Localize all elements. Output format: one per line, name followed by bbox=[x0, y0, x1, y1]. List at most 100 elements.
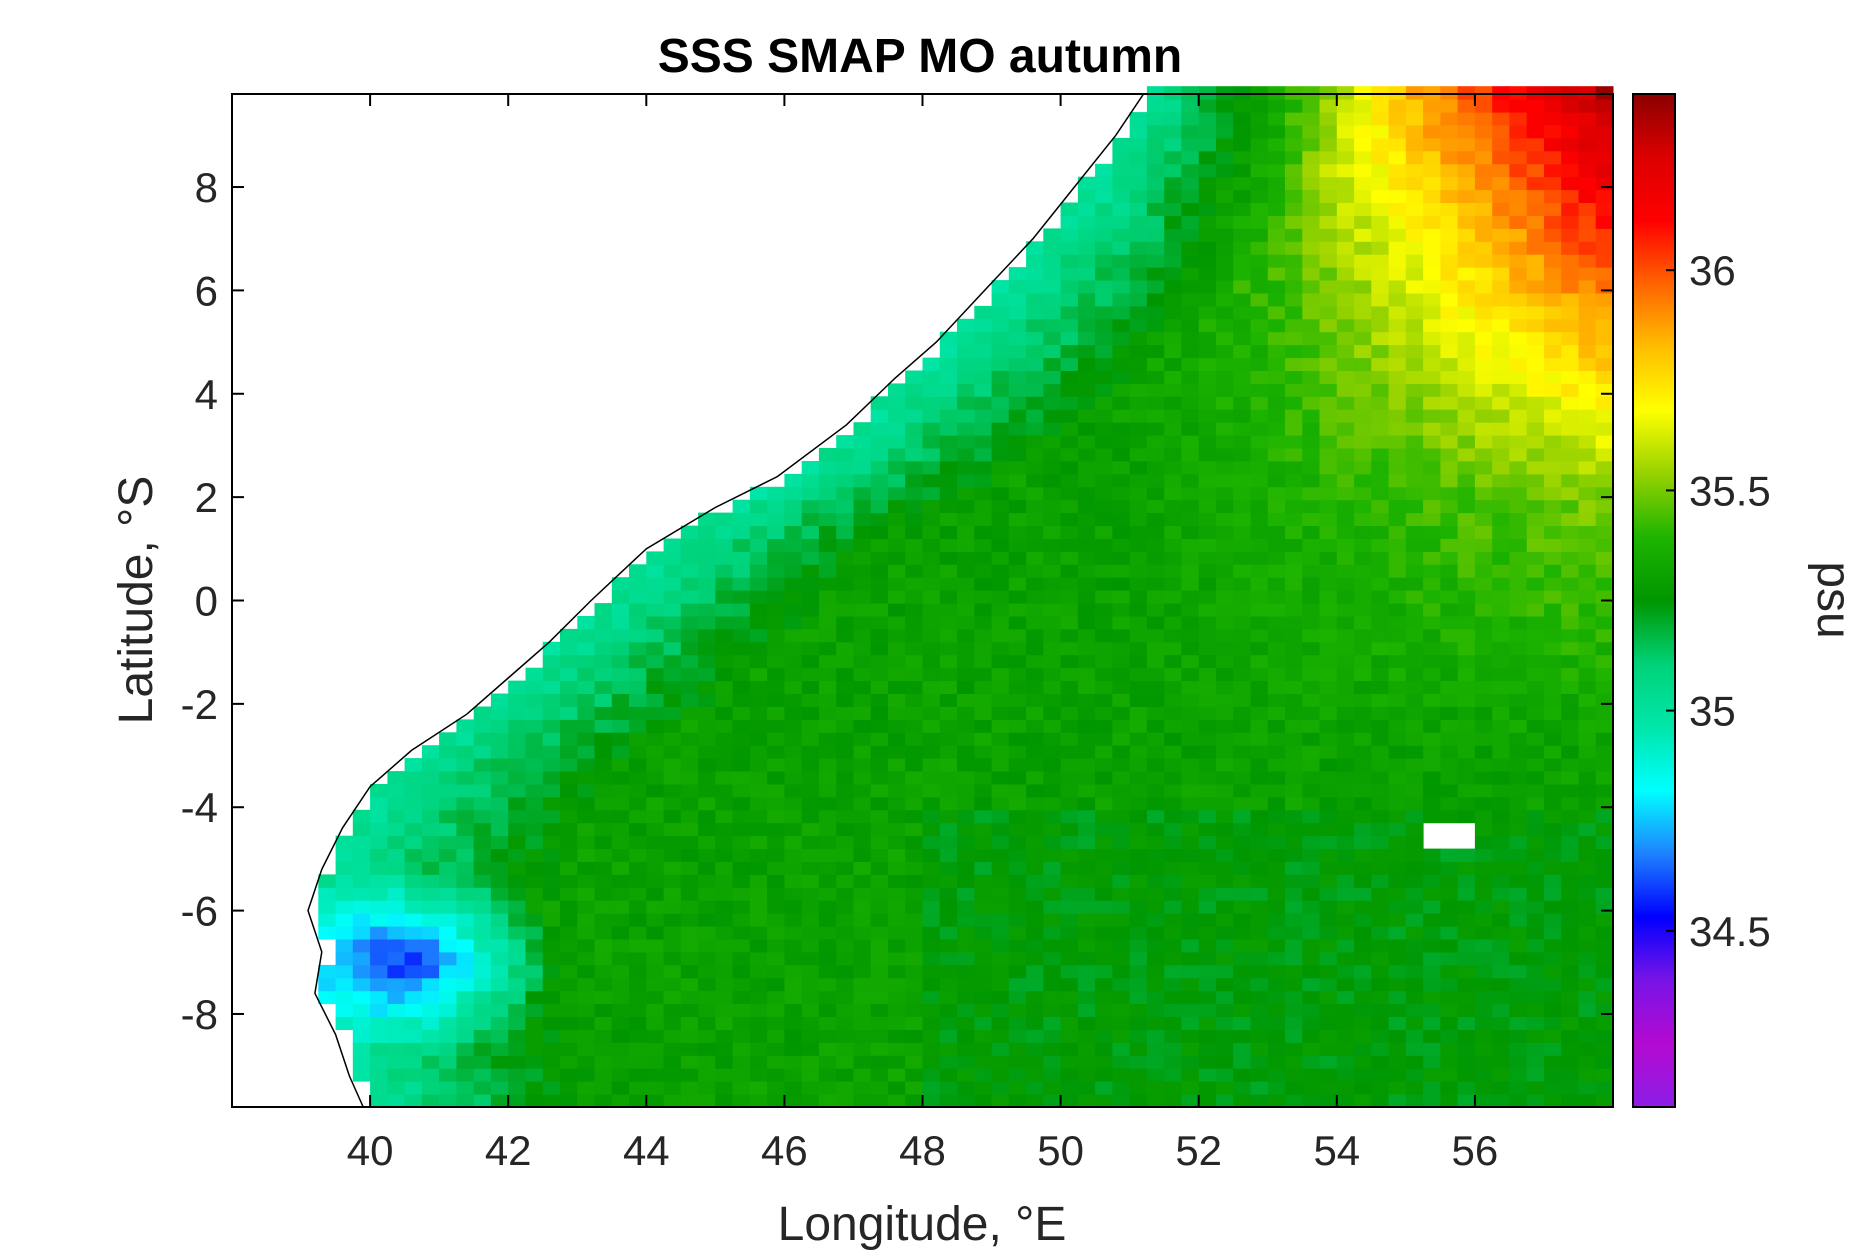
heatmap-cell bbox=[1492, 900, 1510, 914]
heatmap-cell bbox=[1112, 305, 1131, 320]
heatmap-cell bbox=[939, 422, 958, 436]
heatmap-cell bbox=[1302, 396, 1321, 410]
heatmap-cell bbox=[749, 1029, 768, 1043]
heatmap-cell bbox=[680, 1081, 699, 1095]
heatmap-cell bbox=[1164, 641, 1182, 656]
heatmap-cell bbox=[1008, 809, 1027, 824]
heatmap-cell bbox=[905, 939, 923, 953]
heatmap-cell bbox=[1008, 977, 1027, 992]
heatmap-cell bbox=[1302, 641, 1321, 656]
heatmap-cell bbox=[404, 784, 423, 798]
heatmap-cell bbox=[387, 1042, 406, 1056]
heatmap-cell bbox=[1250, 641, 1269, 656]
heatmap-cell bbox=[1146, 796, 1165, 811]
colorbar-tick-label: 36 bbox=[1689, 247, 1736, 294]
heatmap-cell bbox=[870, 990, 889, 1005]
heatmap-cell bbox=[732, 1029, 751, 1043]
heatmap-cell bbox=[1526, 1055, 1545, 1069]
heatmap-cell bbox=[784, 796, 803, 811]
heatmap-cell bbox=[1129, 693, 1148, 707]
heatmap-cell bbox=[1250, 525, 1269, 539]
heatmap-cell bbox=[663, 771, 682, 785]
heatmap-cell bbox=[957, 641, 975, 656]
heatmap-cell bbox=[1405, 435, 1424, 449]
heatmap-cell bbox=[1457, 280, 1476, 294]
heatmap-cell bbox=[1336, 654, 1355, 669]
heatmap-cell bbox=[1578, 396, 1597, 410]
heatmap-cell bbox=[404, 951, 423, 966]
heatmap-cell bbox=[1561, 1068, 1579, 1082]
heatmap-cell bbox=[715, 861, 734, 875]
heatmap-cell bbox=[870, 1016, 889, 1030]
heatmap-cell bbox=[991, 616, 1010, 630]
heatmap-cell bbox=[1388, 796, 1407, 811]
heatmap-cell bbox=[1181, 473, 1200, 488]
heatmap-cell bbox=[767, 809, 785, 824]
heatmap-cell bbox=[1077, 1081, 1096, 1095]
heatmap-cell bbox=[1146, 538, 1165, 552]
heatmap-cell bbox=[905, 564, 923, 578]
heatmap-cell bbox=[629, 603, 647, 617]
heatmap-cell bbox=[439, 771, 457, 785]
heatmap-cell bbox=[542, 964, 561, 979]
heatmap-cell bbox=[957, 964, 975, 979]
heatmap-cell bbox=[939, 951, 958, 966]
heatmap-cell bbox=[784, 1055, 803, 1069]
heatmap-cell bbox=[1371, 1055, 1390, 1069]
heatmap-cell bbox=[1008, 357, 1027, 371]
heatmap-cell bbox=[1181, 835, 1200, 850]
heatmap-cell bbox=[1492, 809, 1510, 824]
heatmap-cell bbox=[1112, 189, 1131, 203]
heatmap-cell bbox=[490, 771, 509, 785]
heatmap-cell bbox=[1492, 977, 1510, 992]
heatmap-cell bbox=[1233, 383, 1251, 397]
heatmap-cell bbox=[1561, 809, 1579, 824]
heatmap-cell bbox=[1544, 99, 1562, 113]
heatmap-cell bbox=[784, 951, 803, 966]
heatmap-cell bbox=[853, 745, 872, 759]
heatmap-cell bbox=[663, 538, 682, 552]
heatmap-cell bbox=[991, 461, 1010, 475]
heatmap-cell bbox=[888, 383, 906, 397]
heatmap-cell bbox=[1302, 1055, 1321, 1069]
heatmap-cell bbox=[1509, 939, 1528, 953]
heatmap-cell bbox=[1405, 499, 1424, 514]
heatmap-cell bbox=[1509, 926, 1528, 940]
heatmap-cell bbox=[1095, 693, 1113, 707]
heatmap-cell bbox=[1302, 293, 1321, 307]
heatmap-cell bbox=[1578, 771, 1597, 785]
heatmap-cell bbox=[1060, 486, 1079, 501]
heatmap-cell bbox=[1509, 835, 1528, 850]
heatmap-cell bbox=[1492, 758, 1510, 772]
heatmap-cell bbox=[698, 809, 716, 824]
heatmap-cell bbox=[974, 900, 993, 914]
heatmap-cell bbox=[749, 913, 768, 927]
heatmap-cell bbox=[1129, 370, 1148, 384]
heatmap-cell bbox=[1544, 990, 1562, 1005]
y-tick-label: -2 bbox=[181, 681, 218, 728]
heatmap-cell bbox=[577, 913, 596, 927]
heatmap-cell bbox=[1388, 331, 1407, 346]
heatmap-cell bbox=[1285, 977, 1303, 992]
heatmap-cell bbox=[1233, 939, 1251, 953]
heatmap-cell bbox=[974, 590, 993, 604]
heatmap-cell bbox=[1164, 1081, 1182, 1095]
heatmap-cell bbox=[456, 1042, 475, 1056]
heatmap-cell bbox=[1233, 771, 1251, 785]
heatmap-cell bbox=[870, 1068, 889, 1082]
heatmap-cell bbox=[801, 835, 820, 850]
heatmap-cell bbox=[1544, 616, 1562, 630]
heatmap-cell bbox=[974, 822, 993, 837]
heatmap-cell bbox=[1077, 448, 1096, 462]
heatmap-cell bbox=[1285, 512, 1303, 526]
heatmap-cell bbox=[1181, 758, 1200, 772]
heatmap-cell bbox=[1216, 525, 1234, 539]
heatmap-cell bbox=[1043, 564, 1062, 578]
heatmap-cell bbox=[611, 641, 630, 656]
heatmap-cell bbox=[370, 796, 388, 811]
heatmap-cell bbox=[991, 654, 1010, 669]
heatmap-cell bbox=[646, 900, 665, 914]
heatmap-cell bbox=[905, 1068, 923, 1082]
heatmap-cell bbox=[1526, 538, 1545, 552]
heatmap-cell bbox=[1164, 758, 1182, 772]
